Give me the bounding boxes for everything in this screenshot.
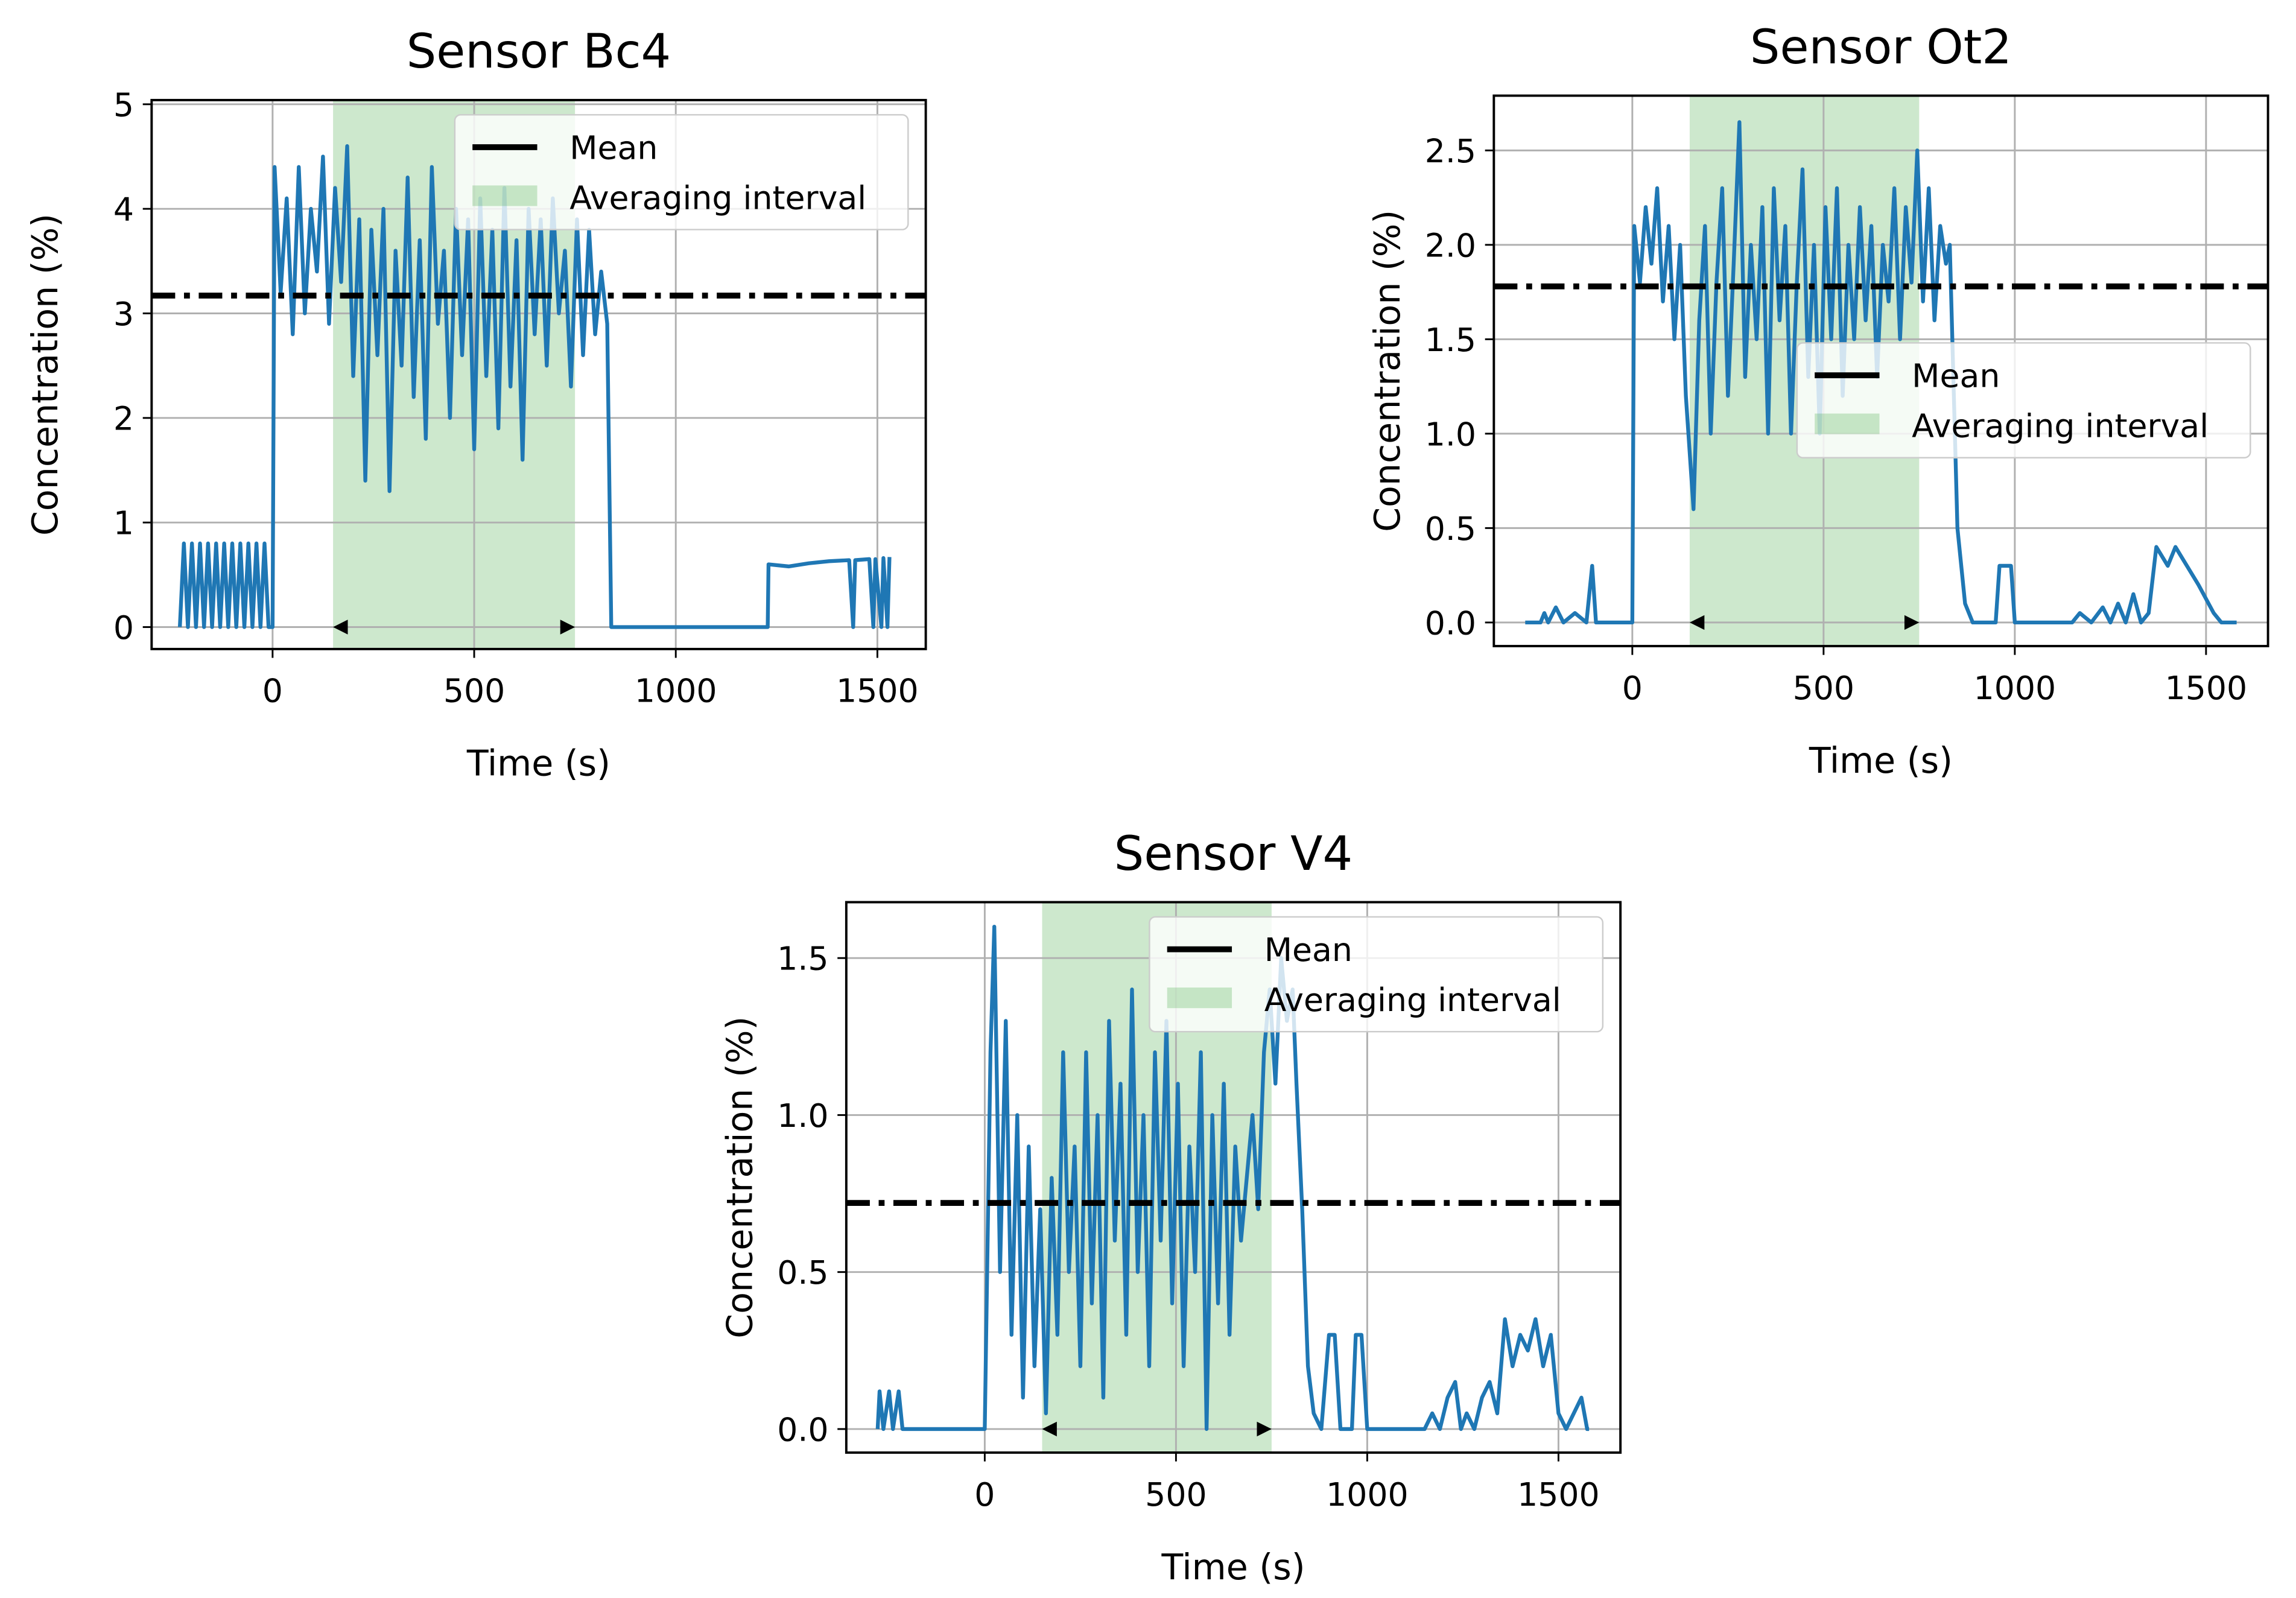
- y-tick-label: 0.0: [1425, 604, 1476, 642]
- interval-start-arrow: [333, 620, 348, 635]
- y-tick-label: 0.0: [777, 1410, 828, 1448]
- legend-label: Averaging interval: [1912, 407, 2209, 445]
- legend-interval-swatch: [1167, 988, 1232, 1009]
- subplot: 0 500 1000 1500 0 1 2 3 4 5 Sensor Bc4 Time (s) Conc…: [25, 25, 927, 784]
- x-tick-label: 0: [974, 1476, 995, 1514]
- y-tick-label: 1.0: [777, 1097, 828, 1135]
- y-tick-label: 0: [113, 609, 134, 647]
- y-tick-label: 4: [113, 191, 134, 229]
- chart-title: Sensor V4: [1114, 827, 1353, 881]
- y-tick-label: 2: [113, 399, 134, 437]
- legend: Mean Averaging interval: [1149, 916, 1604, 1033]
- legend-box: [1149, 916, 1604, 1033]
- legend-label: Averaging interval: [1264, 981, 1561, 1019]
- data-line: [1525, 120, 2237, 625]
- interval-start-arrow: [1689, 615, 1705, 630]
- x-axis-label: Time (s): [1809, 740, 1953, 781]
- y-tick-label: 1.5: [777, 940, 828, 978]
- x-tick-label: 500: [443, 672, 505, 710]
- legend-label: Averaging interval: [569, 179, 866, 217]
- y-tick-label: 0.5: [1425, 510, 1476, 548]
- data-line: [177, 144, 892, 629]
- x-tick-label: 1000: [1326, 1476, 1409, 1514]
- x-tick-label: 500: [1145, 1476, 1207, 1514]
- y-axis-label: Concentration (%): [25, 214, 66, 536]
- legend-box: [454, 114, 909, 230]
- interval-end-arrow: [1904, 615, 1920, 630]
- subplot: 0 500 1000 1500 0.0 0.5 1.0 1.5 Sensor V4 Time (s…: [720, 827, 1622, 1588]
- legend-interval-swatch: [1815, 413, 1880, 434]
- x-tick-label: 500: [1793, 669, 1854, 707]
- chart-title: Sensor Bc4: [407, 25, 671, 79]
- x-tick-label: 1500: [2165, 669, 2248, 707]
- x-axis-label: Time (s): [1161, 1547, 1305, 1588]
- x-tick-label: 0: [262, 672, 283, 710]
- legend-box: [1796, 342, 2251, 458]
- y-axis-label: Concentration (%): [720, 1016, 761, 1339]
- subplot: 0 500 1000 1500 0.0 0.5 1.0 1.5 2.0 2.5 Sensor Ot2…: [1367, 21, 2269, 781]
- y-tick-label: 1.5: [1425, 321, 1476, 359]
- x-axis-label: Time (s): [466, 743, 610, 784]
- x-tick-label: 1000: [1974, 669, 2057, 707]
- x-tick-label: 1500: [836, 672, 919, 710]
- data-line: [875, 924, 1590, 1432]
- legend: Mean Averaging interval: [454, 114, 909, 230]
- axes-frame: [150, 98, 927, 650]
- chart-title: Sensor Ot2: [1750, 21, 2012, 75]
- y-tick-label: 3: [113, 295, 134, 333]
- y-tick-label: 5: [113, 86, 134, 124]
- x-tick-label: 1000: [635, 672, 717, 710]
- interval-start-arrow: [1042, 1421, 1057, 1437]
- legend-label: Mean: [569, 128, 658, 166]
- legend-interval-swatch: [472, 185, 538, 206]
- interval-end-arrow: [560, 620, 576, 635]
- y-tick-label: 2.0: [1425, 226, 1476, 264]
- y-tick-label: 0.5: [777, 1254, 828, 1292]
- x-tick-label: 1500: [1517, 1476, 1600, 1514]
- legend-label: Mean: [1264, 931, 1353, 969]
- x-tick-label: 0: [1622, 669, 1643, 707]
- legend: Mean Averaging interval: [1796, 342, 2251, 458]
- y-axis-label: Concentration (%): [1367, 210, 1408, 532]
- legend-label: Mean: [1912, 357, 2000, 395]
- y-tick-label: 1: [113, 504, 134, 542]
- axes-frame: [845, 901, 1622, 1454]
- y-tick-label: 1.0: [1425, 415, 1476, 453]
- y-tick-label: 2.5: [1425, 132, 1476, 170]
- axes-frame: [1492, 94, 2269, 647]
- interval-end-arrow: [1257, 1421, 1272, 1437]
